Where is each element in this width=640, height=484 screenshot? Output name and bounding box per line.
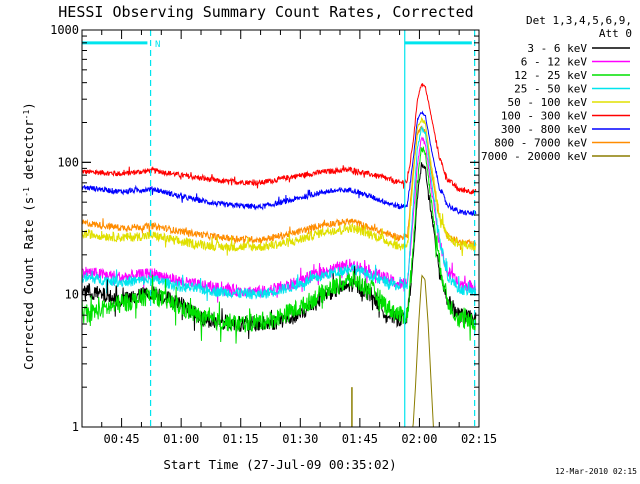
svg-text:Corrected Count Rate (s-1 dete: Corrected Count Rate (s-1 detector-1) [21, 102, 36, 370]
y-tick-label: 1000 [50, 23, 79, 37]
legend-header: Det 1,3,4,5,6,9, [526, 14, 632, 27]
y-tick-label: 1 [72, 420, 79, 434]
x-tick-label: 02:00 [401, 432, 437, 446]
y-axis-label: Corrected Count Rate (s-1 detector-1) [21, 102, 36, 370]
series-line-25-50-kev [82, 125, 477, 301]
series-line-50-100-kev [82, 116, 477, 257]
legend-entry-label: 300 - 800 keV [501, 123, 587, 136]
legend-entry-label: 7000 - 20000 keV [481, 150, 587, 163]
legend-entry-label: 25 - 50 keV [514, 83, 587, 96]
legend-header: Att 0 [599, 27, 632, 40]
series-line-100-300-kev [82, 82, 477, 195]
series-line-6-12-kev [82, 136, 477, 303]
chart-title: HESSI Observing Summary Count Rates, Cor… [58, 3, 473, 21]
x-tick-label: 02:15 [461, 432, 497, 446]
series-line-300-800-kev [82, 110, 477, 216]
interval-label: N [155, 40, 160, 50]
legend-entry-label: 3 - 6 keV [527, 42, 587, 55]
series-line-12-25-kev [82, 146, 477, 344]
x-tick-label: 01:15 [223, 432, 259, 446]
legend-entry-label: 12 - 25 keV [514, 69, 587, 82]
legend-entry-label: 800 - 7000 keV [494, 137, 587, 150]
x-tick-label: 01:30 [282, 432, 318, 446]
legend-entry-label: 6 - 12 keV [521, 56, 588, 69]
legend-entry-label: 100 - 300 keV [501, 110, 587, 123]
x-axis-label: Start Time (27-Jul-09 00:35:02) [163, 457, 396, 472]
footer-date: 12-Mar-2010 02:15 [555, 467, 637, 476]
y-tick-label: 100 [57, 155, 79, 169]
y-tick-label: 10 [65, 288, 79, 302]
legend-entry-label: 50 - 100 keV [508, 96, 588, 109]
x-tick-label: 00:45 [104, 432, 140, 446]
x-tick-label: 01:45 [342, 432, 378, 446]
x-tick-label: 01:00 [163, 432, 199, 446]
